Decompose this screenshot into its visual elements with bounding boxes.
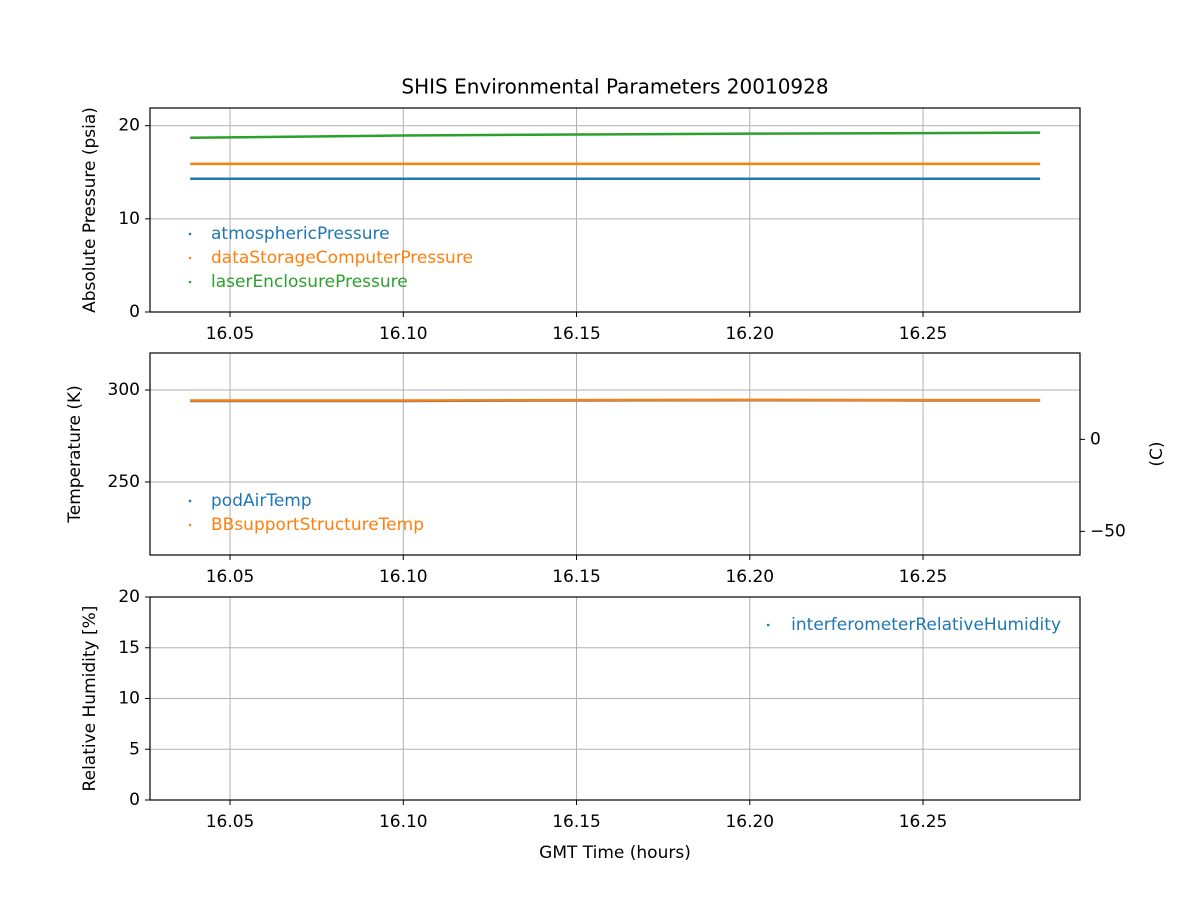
series-line — [190, 131, 1041, 140]
legend-label: interferometerRelativeHumidity — [791, 615, 1061, 635]
y-tick-label: 20 — [118, 587, 140, 607]
x-tick-label: 16.15 — [552, 324, 601, 344]
series-line — [190, 398, 1041, 402]
x-tick-label: 16.25 — [899, 567, 948, 587]
y2-tick-label: −50 — [1090, 521, 1126, 541]
legend-marker — [188, 256, 192, 260]
legend-marker — [766, 623, 770, 627]
legend-marker — [188, 280, 192, 284]
y2-tick-label: 0 — [1090, 429, 1101, 449]
x-tick-label: 16.20 — [725, 812, 774, 832]
y-tick-label: 10 — [118, 689, 140, 709]
axes-frame — [149, 107, 1081, 313]
legend-label: podAirTemp — [211, 491, 312, 511]
x-tick-label: 16.05 — [206, 567, 255, 587]
x-tick-label: 16.10 — [379, 324, 428, 344]
x-tick-label: 16.15 — [552, 567, 601, 587]
legend-marker — [188, 499, 192, 503]
legend-label: atmosphericPressure — [211, 224, 390, 244]
x-tick-label: 16.05 — [206, 812, 255, 832]
y2-axis-label: (C) — [1147, 441, 1167, 466]
x-tick-label: 16.25 — [899, 812, 948, 832]
y-tick-label: 5 — [129, 739, 140, 759]
legend-label: laserEnclosurePressure — [211, 272, 408, 292]
legend-marker — [188, 523, 192, 527]
y-axis-label: Absolute Pressure (psia) — [80, 107, 100, 313]
legend-marker — [188, 232, 192, 236]
legend-label: dataStorageComputerPressure — [211, 248, 473, 268]
y-tick-label: 15 — [118, 638, 140, 658]
x-tick-label: 16.25 — [899, 324, 948, 344]
x-tick-label: 16.20 — [725, 567, 774, 587]
y-axis-label: Temperature (K) — [65, 385, 85, 524]
y-tick-label: 300 — [108, 380, 140, 400]
x-axis-label: GMT Time (hours) — [539, 843, 691, 863]
chart-title: SHIS Environmental Parameters 20010928 — [401, 75, 828, 99]
axes-frame — [149, 596, 1081, 801]
legend-label: BBsupportStructureTemp — [211, 515, 424, 535]
y-tick-label: 0 — [129, 302, 140, 322]
y-axis-label: Relative Humidity [%] — [80, 606, 100, 792]
x-tick-label: 16.10 — [379, 567, 428, 587]
y-tick-label: 10 — [118, 209, 140, 229]
y-tick-label: 0 — [129, 790, 140, 810]
x-tick-label: 16.05 — [206, 324, 255, 344]
x-tick-label: 16.15 — [552, 812, 601, 832]
axes-frame — [149, 352, 1081, 556]
x-tick-label: 16.20 — [725, 324, 774, 344]
y-tick-label: 20 — [118, 116, 140, 136]
y-tick-label: 250 — [108, 472, 140, 492]
x-tick-label: 16.10 — [379, 812, 428, 832]
